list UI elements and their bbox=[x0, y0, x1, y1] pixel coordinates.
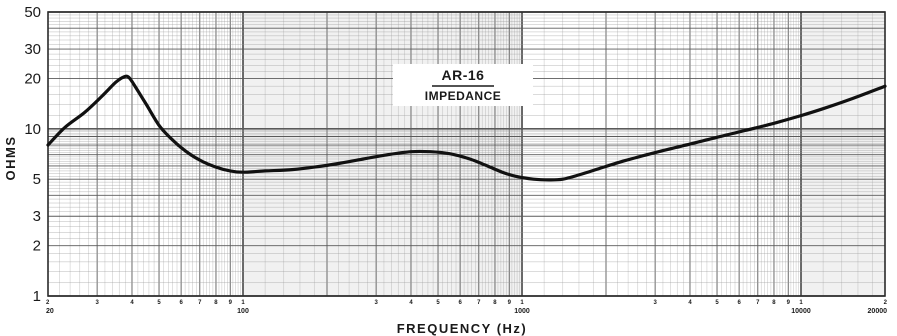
x-tick-label: 4 bbox=[409, 300, 413, 306]
x-tick-label: 5 bbox=[436, 300, 440, 306]
y-tick-label: 3 bbox=[33, 208, 41, 225]
title-background bbox=[393, 64, 533, 106]
chart-grid bbox=[47, 11, 886, 297]
x-tick-label: 4 bbox=[688, 300, 692, 306]
x-tick-label: 2 bbox=[884, 300, 888, 306]
plot-border bbox=[47, 11, 886, 297]
x-tick-label: 3 bbox=[95, 300, 99, 306]
x-tick-label: 3 bbox=[653, 300, 657, 306]
x-tick-label: 8 bbox=[493, 300, 497, 306]
y-axis-ticks: 1 2 3 5 10 20 30 50 bbox=[24, 4, 41, 305]
y-tick-label: 1 bbox=[33, 288, 41, 305]
x-tick-label: 10000 bbox=[791, 308, 811, 315]
x-tick-label: 2 bbox=[46, 300, 50, 306]
chart-title: AR-16 bbox=[442, 67, 485, 83]
x-axis-ticks: 2 20 1 100 1 1000 1 10000 2 20000 3 4 5 6 7 8 9 3 4 5 6 7 8 9 3 4… bbox=[46, 300, 888, 315]
x-tick-label: 5 bbox=[157, 300, 161, 306]
y-tick-label: 30 bbox=[24, 41, 41, 58]
x-tick-label: 7 bbox=[477, 300, 481, 306]
y-tick-label: 20 bbox=[24, 71, 41, 88]
x-tick-label: 20000 bbox=[868, 308, 888, 315]
x-tick-label: 9 bbox=[508, 300, 512, 306]
x-tick-label: 7 bbox=[198, 300, 202, 306]
x-tick-label: 1 bbox=[799, 300, 803, 306]
x-tick-label: 9 bbox=[229, 300, 233, 306]
x-tick-label: 3 bbox=[374, 300, 378, 306]
x-tick-label: 6 bbox=[458, 300, 462, 306]
y-tick-label: 5 bbox=[33, 171, 41, 188]
x-tick-label: 5 bbox=[715, 300, 719, 306]
x-tick-label: 20 bbox=[46, 308, 54, 315]
x-tick-label: 1000 bbox=[514, 308, 530, 315]
x-tick-label: 6 bbox=[179, 300, 183, 306]
y-tick-label: 50 bbox=[24, 4, 41, 21]
chart-series bbox=[46, 74, 887, 182]
x-tick-label: 8 bbox=[772, 300, 776, 306]
x-tick-label: 9 bbox=[787, 300, 791, 306]
x-tick-label: 100 bbox=[237, 308, 249, 315]
x-tick-label: 7 bbox=[756, 300, 760, 306]
x-tick-label: 4 bbox=[130, 300, 134, 306]
x-tick-label: 1 bbox=[241, 300, 245, 306]
x-tick-label: 8 bbox=[214, 300, 218, 306]
y-tick-label: 2 bbox=[33, 238, 41, 255]
x-axis-label: FREQUENCY (Hz) bbox=[397, 321, 528, 336]
chart-subtitle: IMPEDANCE bbox=[425, 89, 502, 103]
y-axis-label: OHMS bbox=[3, 136, 18, 181]
y-tick-label: 10 bbox=[24, 121, 41, 138]
x-tick-label: 6 bbox=[737, 300, 741, 306]
chart-title-box: AR-16 IMPEDANCE bbox=[393, 64, 533, 106]
impedance-curve bbox=[46, 74, 887, 182]
x-tick-label: 1 bbox=[520, 300, 524, 306]
